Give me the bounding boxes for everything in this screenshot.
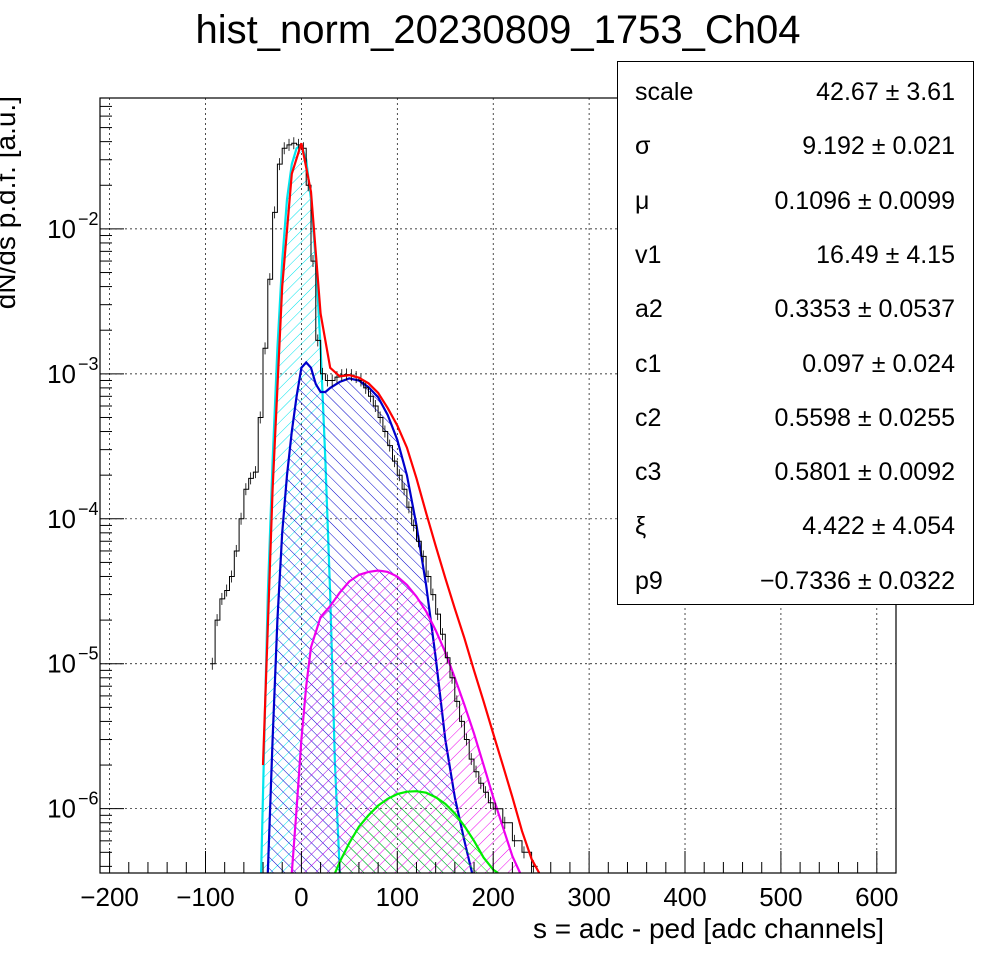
y-tick-exponent: −4 — [78, 499, 99, 519]
fit-parameter-row: a2 0.3353 ± 0.0537 — [618, 295, 975, 335]
y-tick-exponent: −6 — [78, 789, 99, 809]
fit-parameter-value: −0.7336 ± 0.0322 — [759, 566, 955, 595]
fit-parameter-name: a2 — [635, 295, 663, 324]
component-curve — [333, 790, 499, 873]
fit-parameter-name: μ — [635, 186, 650, 215]
component-curve — [266, 360, 474, 873]
fit-parameter-name: c3 — [635, 458, 662, 487]
fit-parameter-name: c1 — [635, 349, 662, 378]
x-tick-label: 100 — [376, 882, 419, 912]
y-tick-exponent: −5 — [78, 644, 99, 664]
fit-parameter-value: 16.49 ± 4.15 — [816, 240, 955, 269]
fit-parameter-name: ξ — [635, 512, 647, 541]
fit-parameter-row: p9 −0.7336 ± 0.0322 — [618, 567, 975, 607]
data-histogram — [210, 137, 538, 873]
x-tick-label: 500 — [759, 882, 802, 912]
fit-parameter-value: 0.5598 ± 0.0255 — [774, 403, 955, 432]
component-fill — [291, 570, 521, 873]
fit-parameter-value: 0.3353 ± 0.0537 — [774, 295, 955, 324]
fit-parameter-value: 0.5801 ± 0.0092 — [774, 458, 955, 487]
y-tick-exponent: −3 — [78, 354, 99, 374]
fit-parameter-name: c2 — [635, 403, 662, 432]
fit-parameter-row: scale 42.67 ± 3.61 — [618, 78, 975, 118]
total-fit-curve — [261, 142, 541, 873]
fit-parameter-name: p9 — [635, 566, 663, 595]
fit-parameter-name: σ — [635, 132, 651, 161]
x-tick-label: −100 — [176, 882, 235, 912]
fit-parameter-value: 42.67 ± 3.61 — [816, 78, 955, 106]
fit-parameter-row: v1 16.49 ± 4.15 — [618, 241, 975, 281]
fit-parameter-row: σ 9.192 ± 0.021 — [618, 132, 975, 172]
fit-parameter-name: v1 — [635, 240, 662, 269]
x-tick-label: 200 — [472, 882, 515, 912]
fit-parameter-row: c2 0.5598 ± 0.0255 — [618, 404, 975, 444]
y-tick-label: 10 — [47, 214, 76, 244]
fit-parameter-row: μ 0.1096 ± 0.0099 — [618, 187, 975, 227]
y-tick-label: 10 — [47, 504, 76, 534]
fit-parameter-row: c3 0.5801 ± 0.0092 — [618, 458, 975, 498]
component-fill — [335, 791, 498, 873]
x-tick-label: −200 — [80, 882, 139, 912]
x-tick-label: 300 — [567, 882, 610, 912]
fit-parameter-name: scale — [635, 78, 694, 106]
fit-parameter-value: 0.1096 ± 0.0099 — [774, 186, 955, 215]
y-tick-exponent: −2 — [78, 209, 99, 229]
y-axis-label: dN/ds p.d.f. [a.u.] — [0, 96, 21, 309]
series-layer — [210, 137, 541, 873]
x-axis-label: s = adc - ped [adc channels] — [533, 913, 884, 944]
x-tick-label: 0 — [294, 882, 308, 912]
x-tick-label: 600 — [855, 882, 898, 912]
y-tick-label: 10 — [47, 359, 76, 389]
fit-parameter-value: 0.097 ± 0.024 — [802, 349, 955, 378]
fit-parameter-value: 9.192 ± 0.021 — [802, 132, 955, 161]
fit-parameter-row: c1 0.097 ± 0.024 — [618, 350, 975, 390]
fit-parameter-value: 4.422 ± 4.054 — [802, 512, 955, 541]
chart-title: hist_norm_20230809_1753_Ch04 — [195, 8, 801, 52]
data-histogram-line — [210, 142, 538, 867]
y-tick-label: 10 — [47, 794, 76, 824]
fit-parameter-box: scale 42.67 ± 3.61 σ 9.192 ± 0.021 μ 0.1096 ±… — [617, 61, 974, 605]
x-tick-label: 400 — [663, 882, 706, 912]
y-tick-label: 10 — [47, 649, 76, 679]
component-curve — [290, 569, 522, 873]
fit-parameter-row: ξ 4.422 ± 4.054 — [618, 512, 975, 552]
